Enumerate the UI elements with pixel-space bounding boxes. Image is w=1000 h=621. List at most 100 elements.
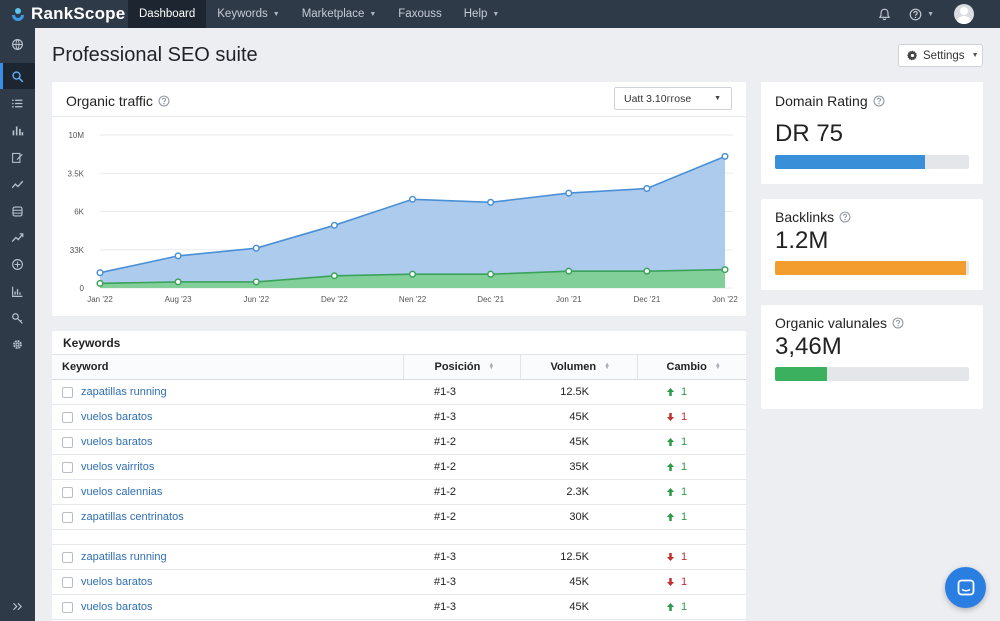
sidebar-item-4[interactable] <box>0 117 35 143</box>
settings-button[interactable]: Settings ▼ <box>898 44 983 67</box>
column-keyword[interactable]: Keyword <box>52 354 403 380</box>
organic-valunales-card: Organic valunales 3,46M <box>761 305 983 409</box>
table-row: vuelos baratos #1-3 45K 1 <box>52 594 746 620</box>
x-tick-label: Jun '22 <box>243 295 269 304</box>
logo-icon <box>12 8 24 21</box>
sidebar-item-10[interactable] <box>0 278 35 304</box>
question-icon[interactable] <box>892 317 904 329</box>
row-checkbox[interactable] <box>62 411 73 423</box>
table-spacer <box>52 529 746 545</box>
top-navigation: RankScope Dashboard Keywords ▼ Marketplace ▼… <box>0 0 1000 28</box>
sidebar-item-2[interactable] <box>0 63 35 89</box>
keyword-link[interactable]: zapatillas centrinatos <box>81 511 184 524</box>
sidebar-item-5[interactable] <box>0 144 35 170</box>
question-icon[interactable] <box>839 211 851 223</box>
organic-traffic-label: Organic traffic <box>66 93 153 109</box>
sidebar-item-3[interactable] <box>0 90 35 116</box>
volume-cell: 35K <box>520 454 637 480</box>
table-row: zapatillas running #1-3 12.5K 1 <box>52 544 746 570</box>
y-tick-label: 3.5K <box>68 169 85 178</box>
domain-rating-title: Domain Rating <box>775 93 885 109</box>
help-menu[interactable]: ▼ <box>909 8 934 21</box>
data-point <box>487 198 495 206</box>
progress-fill <box>775 261 967 275</box>
sidebar-item-11[interactable] <box>0 305 35 331</box>
row-checkbox[interactable] <box>62 576 73 588</box>
sidebar-item-6[interactable] <box>0 171 35 197</box>
x-tick-label: Jan '22 <box>87 295 113 304</box>
row-checkbox[interactable] <box>62 461 73 473</box>
chevron-down-icon: ▼ <box>714 95 721 102</box>
arrow-up-icon <box>666 463 675 472</box>
keywords-title: Keywords <box>63 336 121 350</box>
change-value: 1 <box>681 551 688 563</box>
nav-item-marketplace[interactable]: Marketplace ▼ <box>291 0 388 28</box>
keyword-link[interactable]: vuelos baratos <box>81 436 153 449</box>
table-row: zapatillas running #1-3 12.5K 1 <box>52 379 746 405</box>
sidebar-item-7[interactable] <box>0 198 35 224</box>
question-icon[interactable] <box>873 95 885 107</box>
position-cell: #1-3 <box>403 404 520 430</box>
bell-icon[interactable] <box>878 8 891 21</box>
keyword-link[interactable]: zapatillas running <box>81 551 167 564</box>
change-value: 1 <box>681 576 688 588</box>
change-value: 1 <box>681 486 688 498</box>
sidebar-expand-button[interactable] <box>0 593 35 619</box>
change-value: 1 <box>681 601 688 613</box>
chat-button[interactable] <box>945 567 986 608</box>
data-point <box>174 252 182 260</box>
key-icon <box>12 312 23 324</box>
column-change[interactable]: Cambio ▲ ▼ <box>636 354 746 380</box>
data-point <box>252 244 260 252</box>
date-range-value: Uatt 3.10ггose <box>624 92 692 105</box>
database-icon <box>12 205 23 217</box>
row-checkbox[interactable] <box>62 601 73 613</box>
table-row: vuelos baratos #1-3 45K 1 <box>52 569 746 595</box>
progress-fill <box>775 367 828 381</box>
chat-icon <box>957 579 974 595</box>
nav-item-help[interactable]: Help ▼ <box>453 0 511 28</box>
question-icon[interactable] <box>158 95 170 107</box>
change-cell: 1 <box>637 379 746 405</box>
sidebar-item-1[interactable] <box>0 31 35 57</box>
domain-rating-progress-bar <box>775 155 969 169</box>
avatar[interactable] <box>954 4 974 24</box>
keyword-link[interactable]: zapatillas running <box>81 386 167 399</box>
column-volume[interactable]: Volumen ▲ ▼ <box>519 354 637 380</box>
data-point <box>643 267 651 275</box>
keyword-link[interactable]: vuelos vairritos <box>81 461 155 474</box>
x-tick-label: Nen '22 <box>399 295 427 304</box>
data-point <box>330 272 338 280</box>
table-header: Keyword Posición ▲ ▼ Volumen ▲ ▼ Cambio ▲ ▼ <box>52 354 746 380</box>
column-position[interactable]: Posición ▲ ▼ <box>402 354 520 380</box>
sidebar-item-9[interactable] <box>0 251 35 277</box>
volume-cell: 12.5K <box>520 379 637 405</box>
trend-icon <box>11 180 24 188</box>
row-checkbox[interactable] <box>62 551 73 563</box>
keyword-link[interactable]: vuelos baratos <box>81 576 153 589</box>
sidebar-item-12[interactable] <box>0 331 35 357</box>
backlinks-progress-bar <box>775 261 969 275</box>
sidebar-item-8[interactable] <box>0 224 35 250</box>
nav-item-faxouss[interactable]: Faxouss <box>387 0 452 28</box>
nav-item-keywords[interactable]: Keywords ▼ <box>206 0 290 28</box>
organic-traffic-title: Organic traffic <box>66 93 170 109</box>
keyword-link[interactable]: vuelos baratos <box>81 601 153 614</box>
nav-item-dashboard[interactable]: Dashboard <box>128 0 207 28</box>
keyword-link[interactable]: vuelos baratos <box>81 411 153 424</box>
row-checkbox[interactable] <box>62 511 73 523</box>
progress-fill <box>775 155 926 169</box>
table-row: vuelos baratos #1-3 45K 1 <box>52 404 746 430</box>
position-cell: #1-3 <box>403 544 520 570</box>
position-cell: #1-2 <box>403 504 520 530</box>
row-checkbox[interactable] <box>62 436 73 448</box>
app-logo[interactable]: RankScope <box>0 0 128 28</box>
keyword-link[interactable]: vuelos calennias <box>81 486 163 499</box>
row-checkbox[interactable] <box>62 386 73 398</box>
row-checkbox[interactable] <box>62 486 73 498</box>
sort-icon: ▲ ▼ <box>714 362 721 372</box>
volume-cell: 45K <box>520 594 637 620</box>
date-range-select[interactable]: Uatt 3.10ггose ▼ <box>614 87 732 110</box>
data-point <box>408 270 417 278</box>
nav-item-label: Help <box>463 8 488 20</box>
